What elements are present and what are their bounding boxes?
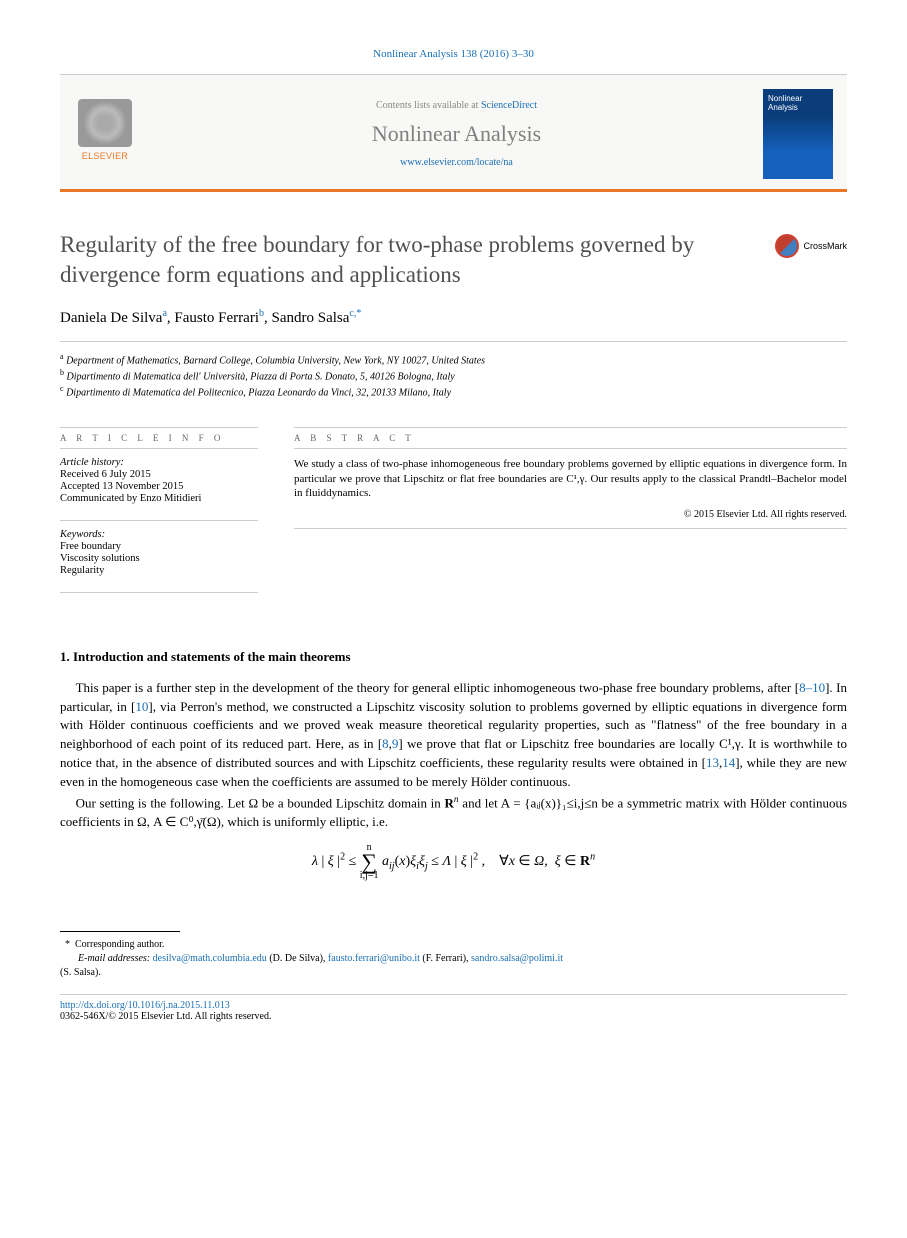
- ref-13[interactable]: 13: [706, 755, 719, 770]
- email-2[interactable]: fausto.ferrari@unibo.it: [328, 953, 420, 964]
- divider: [60, 592, 258, 593]
- affiliation-b: Dipartimento di Matematica dell' Univers…: [67, 371, 455, 382]
- ref-14[interactable]: 14: [722, 755, 735, 770]
- affiliation-a: Department of Mathematics, Barnard Colle…: [66, 355, 485, 366]
- email-3[interactable]: sandro.salsa@polimi.it: [471, 953, 563, 964]
- keywords-block: Keywords: Free boundary Viscosity soluti…: [60, 529, 258, 576]
- paper-title: Regularity of the free boundary for two-…: [60, 230, 759, 290]
- received-date: Received 6 July 2015: [60, 469, 258, 480]
- crossmark-label: CrossMark: [803, 241, 847, 251]
- abstract-heading: A B S T R A C T: [294, 427, 847, 449]
- abstract-text: We study a class of two-phase inhomogene…: [294, 457, 847, 502]
- elsevier-tree-icon: [78, 99, 132, 147]
- paragraph-1: This paper is a further step in the deve…: [60, 679, 847, 792]
- keyword-2: Viscosity solutions: [60, 553, 258, 564]
- keywords-title: Keywords:: [60, 529, 258, 540]
- body-text: This paper is a further step in the deve…: [60, 679, 847, 832]
- keyword-1: Free boundary: [60, 541, 258, 552]
- article-info-column: A R T I C L E I N F O Article history: R…: [60, 427, 258, 601]
- keyword-3: Regularity: [60, 565, 258, 576]
- divider: [60, 520, 258, 521]
- journal-reference[interactable]: Nonlinear Analysis 138 (2016) 3–30: [60, 48, 847, 60]
- equation-1: λ | ξ |2 ≤ n ∑ i,j=1 aij(x)ξiξj ≤ Λ | ξ …: [60, 842, 847, 882]
- contents-prefix: Contents lists available at: [376, 100, 481, 111]
- section-1-heading: 1. Introduction and statements of the ma…: [60, 649, 847, 665]
- footnote-rule: [60, 931, 180, 932]
- authors-line: Daniela De Silvaa, Fausto Ferrarib, Sand…: [60, 308, 847, 342]
- crossmark-badge[interactable]: CrossMark: [775, 234, 847, 258]
- article-info-heading: A R T I C L E I N F O: [60, 427, 258, 449]
- affiliation-c: Dipartimento di Matematica del Politecni…: [66, 388, 451, 399]
- author-2: Fausto Ferrari: [174, 310, 259, 326]
- abstract-column: A B S T R A C T We study a class of two-…: [294, 427, 847, 601]
- accepted-date: Accepted 13 November 2015: [60, 481, 258, 492]
- journal-header: ELSEVIER Contents lists available at Sci…: [60, 74, 847, 192]
- affiliations: a Department of Mathematics, Barnard Col…: [60, 352, 847, 399]
- header-center: Contents lists available at ScienceDirec…: [150, 100, 763, 168]
- email-label: E-mail addresses:: [78, 953, 153, 964]
- author-2-aff: b: [259, 308, 264, 319]
- email-2-who: (F. Ferrari),: [420, 953, 471, 964]
- cover-title: Nonlinear Analysis: [768, 94, 828, 112]
- ref-10[interactable]: 10: [135, 699, 148, 714]
- sum-lower: i,j=1: [360, 870, 379, 881]
- history-title: Article history:: [60, 457, 258, 468]
- email-1[interactable]: desilva@math.columbia.edu: [153, 953, 267, 964]
- contents-available: Contents lists available at ScienceDirec…: [150, 100, 763, 111]
- journal-cover-thumbnail[interactable]: Nonlinear Analysis: [763, 89, 833, 179]
- footer-rule: [60, 994, 847, 995]
- author-1-aff: a: [162, 308, 166, 319]
- elsevier-logo[interactable]: ELSEVIER: [74, 99, 136, 169]
- paragraph-2: Our setting is the following. Let Ω be a…: [60, 794, 847, 832]
- doi-link[interactable]: http://dx.doi.org/10.1016/j.na.2015.11.0…: [60, 1000, 847, 1011]
- sciencedirect-link[interactable]: ScienceDirect: [481, 100, 537, 111]
- divider: [294, 528, 847, 529]
- journal-url[interactable]: www.elsevier.com/locate/na: [150, 157, 763, 168]
- journal-name: Nonlinear Analysis: [150, 121, 763, 147]
- communicated-by: Communicated by Enzo Mitidieri: [60, 493, 258, 504]
- abstract-copyright: © 2015 Elsevier Ltd. All rights reserved…: [294, 509, 847, 520]
- p2-text-a: Our setting is the following. Let Ω be a…: [76, 795, 445, 810]
- author-3-aff: c,*: [349, 308, 361, 319]
- author-1: Daniela De Silva: [60, 310, 162, 326]
- author-3: Sandro Salsa: [272, 310, 350, 326]
- footer-copyright: 0362-546X/© 2015 Elsevier Ltd. All right…: [60, 1011, 847, 1022]
- email-1-who: (D. De Silva),: [267, 953, 328, 964]
- corresponding-author-note: Corresponding author.: [75, 939, 164, 950]
- article-history: Article history: Received 6 July 2015 Ac…: [60, 457, 258, 504]
- ref-8-10[interactable]: 8–10: [799, 680, 825, 695]
- footnotes: * Corresponding author. E-mail addresses…: [60, 938, 847, 980]
- publisher-name: ELSEVIER: [82, 151, 128, 161]
- ref-8[interactable]: 8: [382, 736, 389, 751]
- crossmark-icon: [775, 234, 799, 258]
- email-3-who: (S. Salsa).: [60, 966, 847, 980]
- p1-text-a: This paper is a further step in the deve…: [76, 680, 800, 695]
